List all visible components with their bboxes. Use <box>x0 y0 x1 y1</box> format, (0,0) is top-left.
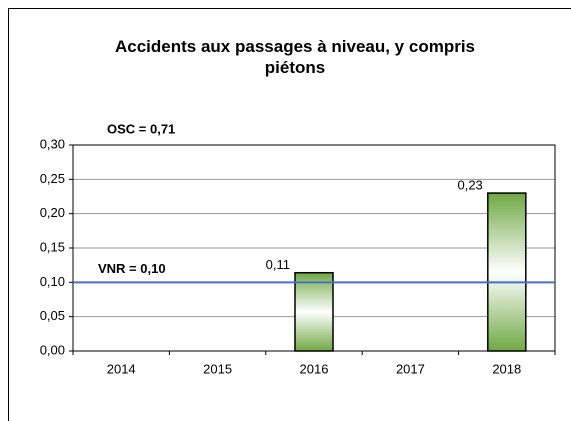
data-label: 0,11 <box>266 257 290 272</box>
bar <box>294 271 334 352</box>
y-tick-label: 0,30 <box>40 136 65 151</box>
annotation: OSC = 0,71 <box>107 121 175 136</box>
x-tick-label: 2014 <box>107 361 136 376</box>
chart-title: Accidents aux passages à niveau, y compr… <box>115 37 475 77</box>
y-tick-label: 0,00 <box>40 342 65 357</box>
y-tick-label: 0,15 <box>40 239 65 254</box>
chart-border <box>8 8 571 421</box>
reference-label: VNR = 0,10 <box>98 261 166 276</box>
y-tick-label: 0,05 <box>40 308 65 323</box>
x-tick-label: 2018 <box>492 361 521 376</box>
x-tick-label: 2015 <box>203 361 232 376</box>
x-tick-label: 2017 <box>396 361 425 376</box>
data-label: 0,23 <box>457 178 482 193</box>
y-tick-label: 0,25 <box>40 171 65 186</box>
y-tick-label: 0,20 <box>40 205 65 220</box>
y-tick-label: 0,10 <box>40 274 65 289</box>
bar <box>487 192 527 352</box>
x-tick-label: 2016 <box>300 361 329 376</box>
